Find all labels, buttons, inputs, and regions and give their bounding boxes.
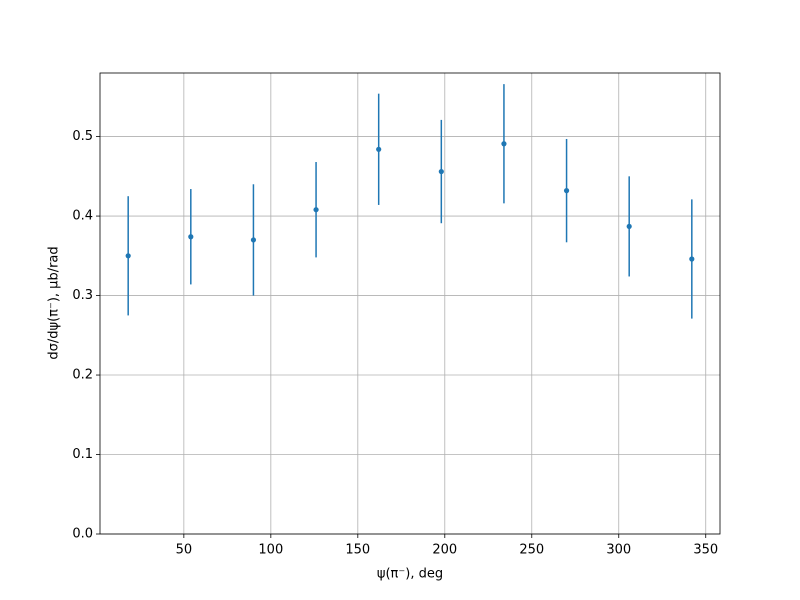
data-point (250, 237, 257, 243)
y-tick-label: 0.5 (72, 129, 93, 144)
x-tick-label: 200 (432, 543, 457, 558)
data-point (125, 253, 131, 259)
x-tick-label: 250 (519, 543, 544, 558)
y-tick-label: 0.2 (72, 368, 93, 383)
x-tick-label: 150 (345, 543, 370, 558)
y-tick-label: 0.3 (72, 288, 93, 303)
y-tick-label: 0.4 (72, 209, 93, 224)
plot-frame (99, 72, 721, 535)
data-point (501, 141, 507, 147)
y-tick-label: 0.1 (72, 447, 93, 462)
data-point (689, 256, 695, 262)
x-tick-label: 300 (606, 543, 631, 558)
x-tick-label: 350 (693, 543, 718, 558)
data-point (438, 168, 444, 175)
data-point (376, 146, 382, 152)
y-axis-label: dσ/dψ(π⁻), μb/rad (47, 246, 62, 359)
x-tick-label: 100 (258, 543, 283, 558)
data-point (188, 234, 194, 240)
data-point (313, 207, 319, 213)
x-tick-label: 50 (176, 543, 193, 558)
y-tick-label: 0.0 (72, 527, 93, 542)
data-point (563, 188, 570, 194)
data-point (626, 223, 632, 230)
x-axis-label: ψ(π⁻), deg (377, 567, 443, 582)
